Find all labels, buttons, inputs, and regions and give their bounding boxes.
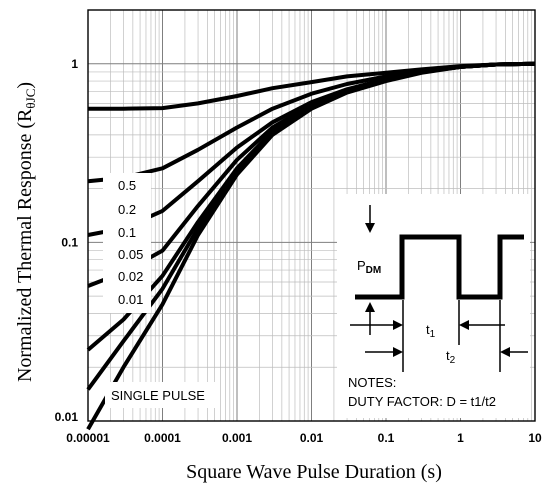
t2-left-arrowhead: [393, 347, 403, 357]
series-label-0.2: 0.2: [118, 202, 136, 217]
t2-label: t2: [446, 348, 456, 366]
y-tick-labels: 0.01 0.1 1: [55, 57, 79, 424]
series-labels: 0.5 0.2 0.1 0.05 0.02 0.01 SINGLE PULSE: [103, 173, 217, 408]
x-tick-label: 0.01: [300, 431, 324, 445]
pulse-waveform: [355, 234, 524, 300]
pdm-label: PDM: [357, 258, 381, 276]
curves: [86, 61, 536, 431]
x-tick-label: 10: [528, 431, 542, 445]
series-label-0.05: 0.05: [118, 247, 143, 262]
series-label-0.1: 0.1: [118, 225, 136, 240]
pdm-bottom-arrowhead: [365, 302, 375, 312]
y-tick-label: 1: [71, 57, 78, 71]
series-line-single-pulse: [86, 61, 536, 431]
t1-left-arrowhead: [393, 320, 403, 330]
x-tick-label: 0.1: [378, 431, 395, 445]
x-axis-title: Square Wave Pulse Duration (s): [186, 461, 442, 483]
series-label-0.02: 0.02: [118, 269, 143, 284]
series-label-0.5: 0.5: [118, 178, 136, 193]
y-axis-title: Normalized Thermal Response (RθJC): [14, 82, 38, 382]
series-label-0.01: 0.01: [118, 292, 143, 307]
x-tick-labels: 0.00001 0.0001 0.001 0.01 0.1 1 10: [66, 431, 542, 445]
pdm-top-arrowhead: [365, 223, 375, 233]
duty-labels-backdrop: [103, 173, 151, 313]
y-tick-label: 0.01: [55, 410, 79, 424]
notes-title: NOTES:: [348, 375, 396, 390]
y-tick-label: 0.1: [61, 235, 78, 249]
duty-factor-note: DUTY FACTOR: D = t1/t2: [348, 394, 496, 409]
t1-right-arrowhead: [459, 320, 469, 330]
x-tick-label: 0.001: [222, 431, 252, 445]
x-tick-label: 1: [457, 431, 464, 445]
t1-label: t1: [426, 322, 436, 340]
t2-right-arrowhead: [500, 347, 510, 357]
x-tick-label: 0.0001: [144, 431, 181, 445]
series-label-single-pulse: SINGLE PULSE: [111, 388, 205, 403]
single-pulse-backdrop: [105, 382, 217, 408]
plot-frame: [87, 9, 536, 422]
duty-cycle-inset: PDM t1 t2 NOTES: DUTY FACTOR: D = t1/t2: [337, 194, 530, 418]
x-tick-label: 0.00001: [66, 431, 110, 445]
